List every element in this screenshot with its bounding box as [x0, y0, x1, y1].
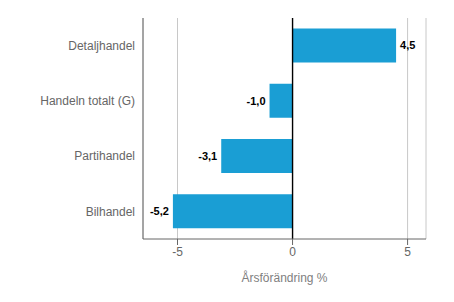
svg-text:5: 5	[404, 245, 411, 259]
svg-text:4,5: 4,5	[400, 39, 415, 51]
svg-text:-5,2: -5,2	[150, 205, 169, 217]
svg-text:Detaljhandel: Detaljhandel	[68, 39, 135, 53]
svg-text:-5: -5	[172, 245, 183, 259]
svg-text:-3,1: -3,1	[198, 150, 217, 162]
svg-text:Handeln totalt (G): Handeln totalt (G)	[40, 94, 135, 108]
svg-text:Årsförändring %: Årsförändring %	[241, 270, 327, 285]
svg-text:0: 0	[289, 245, 296, 259]
svg-text:-1,0: -1,0	[247, 95, 266, 107]
svg-text:Partihandel: Partihandel	[74, 149, 135, 163]
svg-text:Bilhandel: Bilhandel	[86, 205, 135, 219]
